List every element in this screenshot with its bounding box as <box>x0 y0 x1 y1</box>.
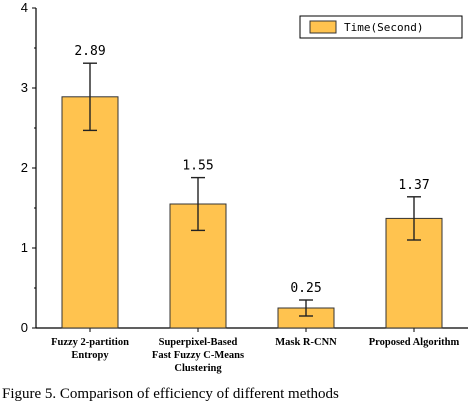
x-category-label: Clustering <box>174 363 222 374</box>
y-tick-label: 4 <box>21 0 28 15</box>
y-tick-label: 0 <box>21 320 28 335</box>
x-category-label: Superpixel-Based <box>159 337 238 348</box>
bar <box>61 96 119 329</box>
y-tick-label: 3 <box>21 80 28 95</box>
legend-label: Time(Second) <box>344 21 423 34</box>
legend: Time(Second) <box>299 15 463 39</box>
data-labels: 2.89 1.55 0.25 1.37 <box>74 44 429 296</box>
x-category-label: Proposed Algorithm <box>369 337 460 348</box>
y-tick-label: 1 <box>21 240 28 255</box>
x-category-label: Fast Fuzzy C-Means <box>152 350 244 361</box>
x-category-label: Mask R-CNN <box>275 337 337 348</box>
x-category-label: Fuzzy 2-partition <box>51 337 129 348</box>
bars <box>61 96 443 329</box>
value-label: 1.55 <box>182 159 213 174</box>
legend-box <box>299 15 463 39</box>
y-tick-label: 2 <box>21 160 28 175</box>
value-label: 1.37 <box>398 178 429 193</box>
figure-caption: Figure 5. Comparison of efficiency of di… <box>2 386 339 402</box>
axes: 0 1 2 3 4 Fuzzy 2-partition Entropy Superpixel-… <box>21 0 468 374</box>
legend-swatch <box>309 20 337 34</box>
value-label: 0.25 <box>290 281 321 296</box>
value-label: 2.89 <box>74 44 105 59</box>
x-category-label: Entropy <box>71 350 109 361</box>
error-bars <box>83 62 421 317</box>
